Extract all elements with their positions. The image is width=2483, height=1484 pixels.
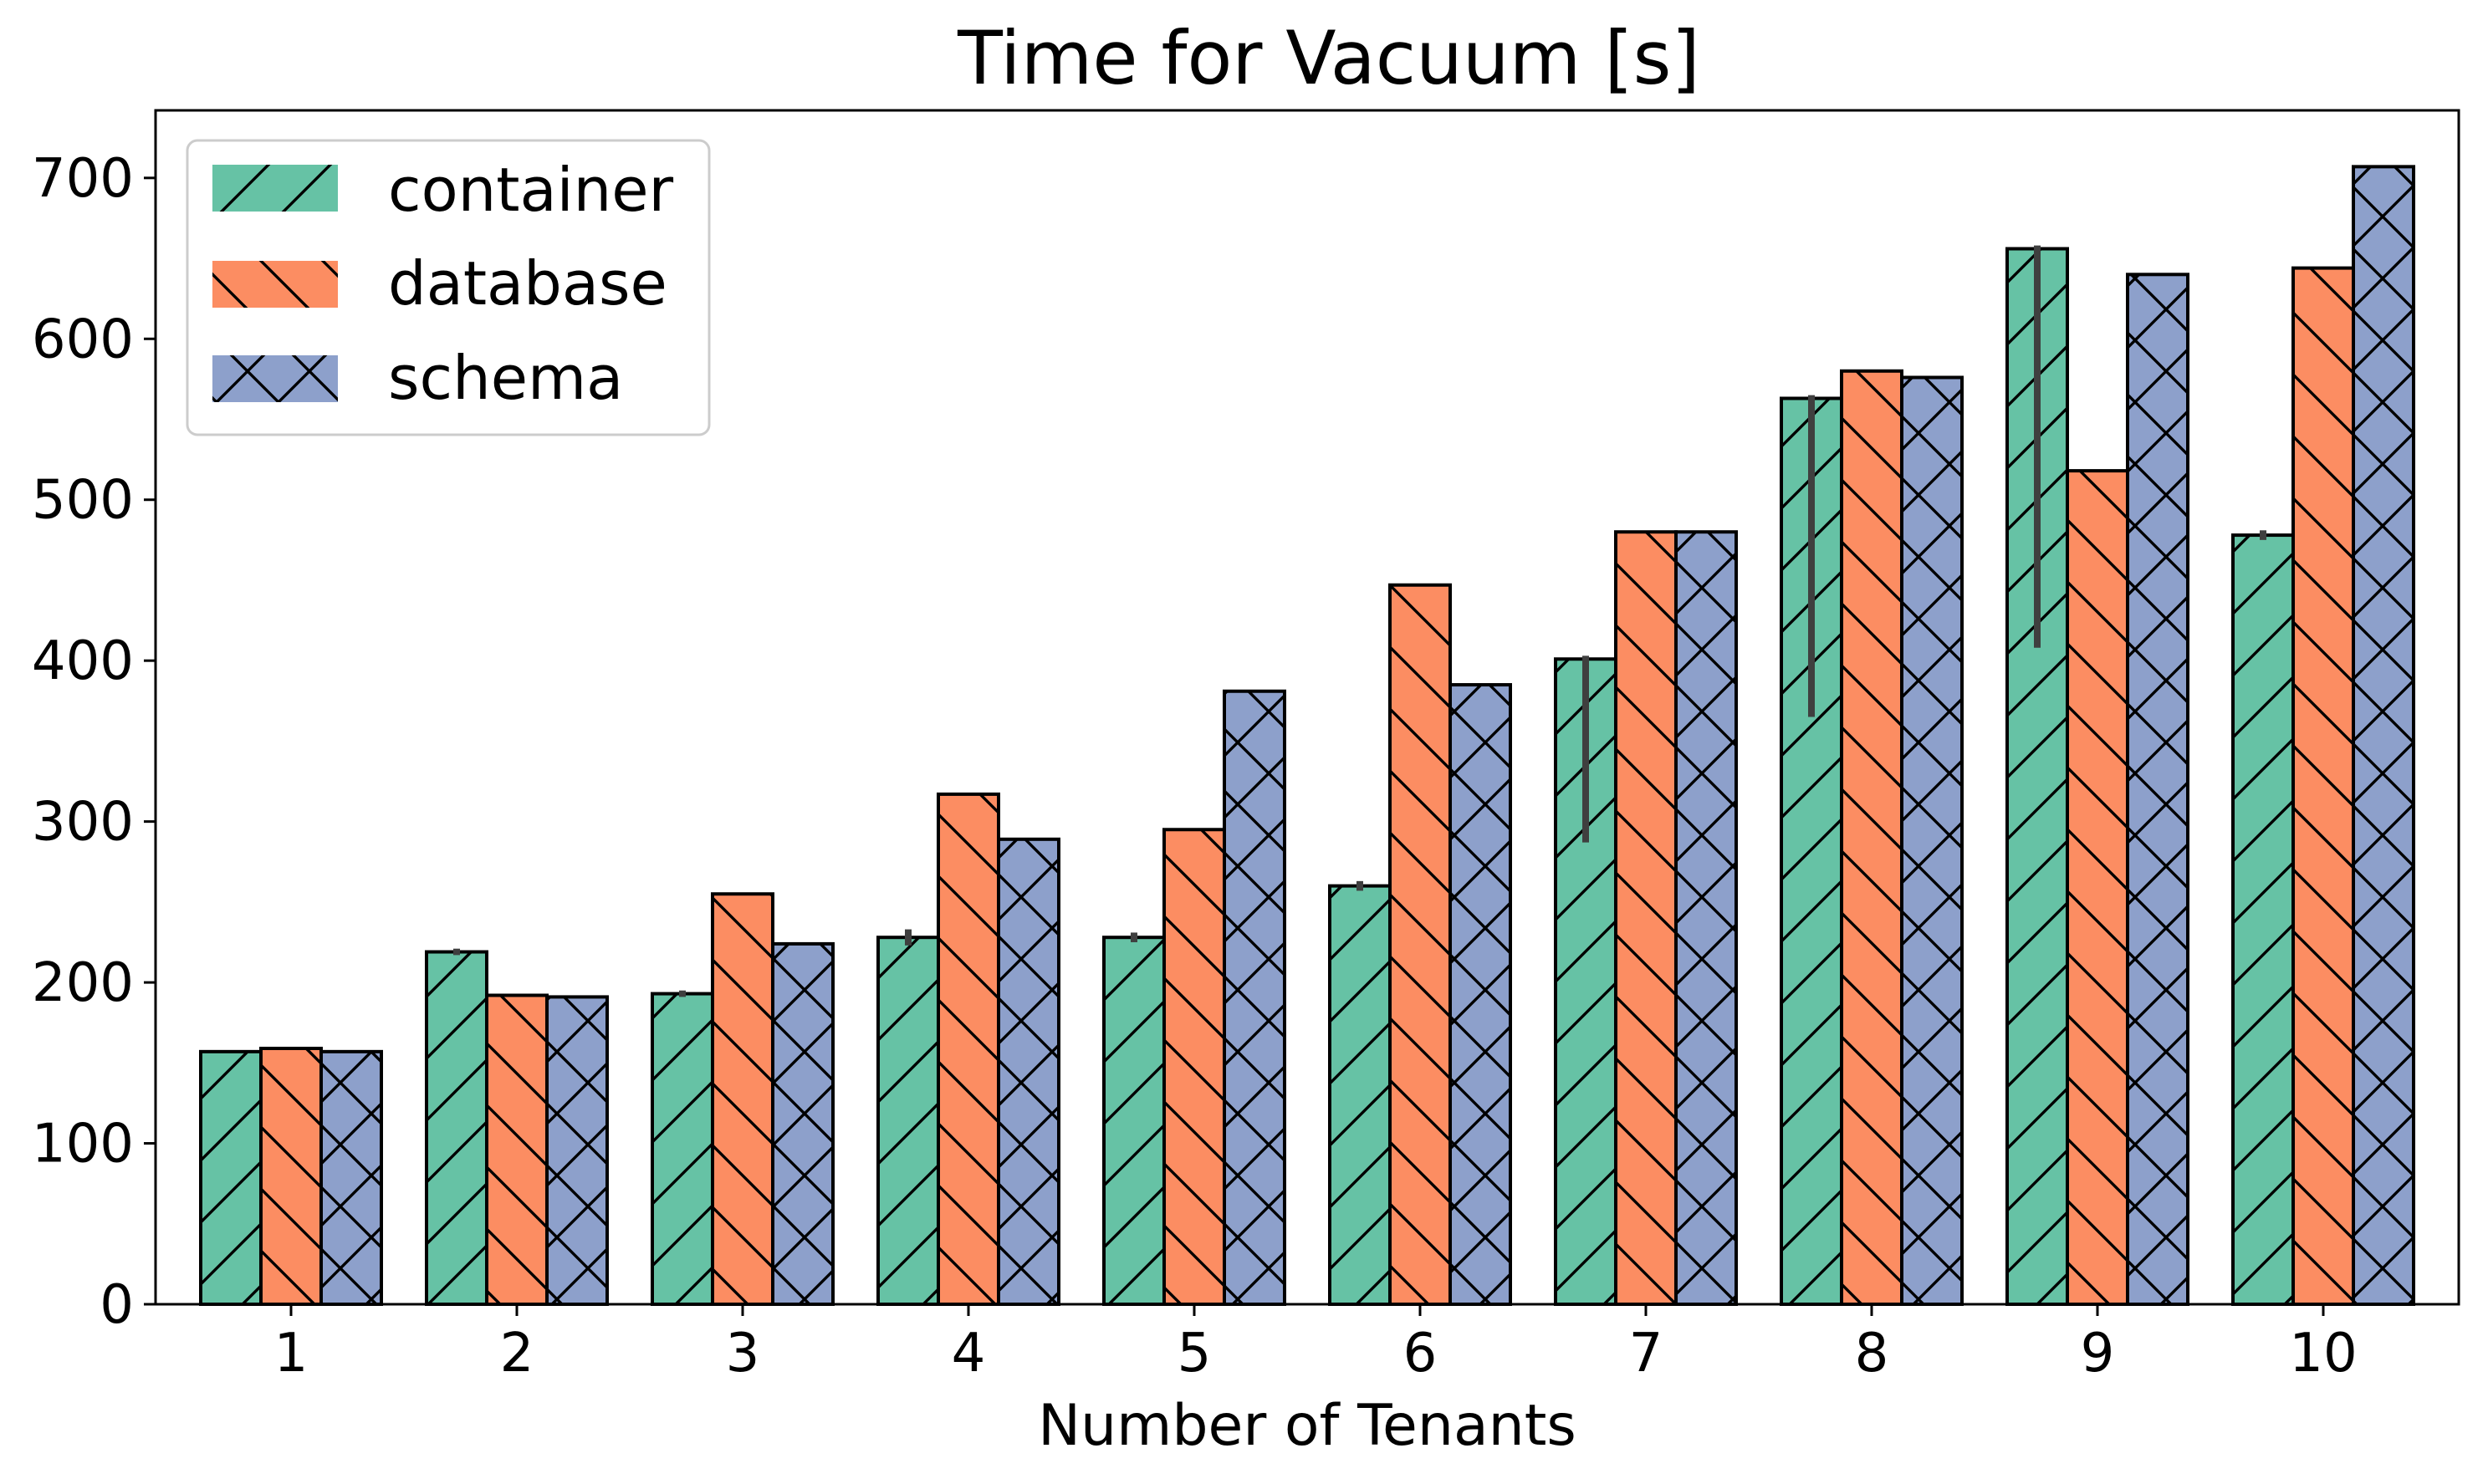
x-tick-label-7: 7	[1629, 1323, 1663, 1385]
bar-database-6	[1388, 583, 1452, 1306]
bar-schema-10	[2352, 165, 2415, 1306]
bar-container-4	[876, 936, 940, 1306]
error-bars-group	[453, 245, 2266, 997]
bar-container-5	[1102, 936, 1166, 1306]
bar-schema-2	[545, 995, 609, 1306]
bar-schema-8	[1900, 375, 1964, 1307]
bars-group	[199, 165, 2415, 1307]
legend-label-container: container	[388, 155, 674, 225]
y-tick-label-500: 500	[32, 470, 134, 532]
x-tick-label-2: 2	[500, 1323, 534, 1385]
y-axis: 0 100 200 300 400 500 600 700	[32, 148, 156, 1336]
x-tick-label-5: 5	[1178, 1323, 1212, 1385]
bar-database-7	[1614, 530, 1678, 1306]
x-axis-label: Number of Tenants	[1038, 1393, 1576, 1459]
legend-label-database: database	[388, 248, 667, 319]
bar-database-2	[485, 993, 549, 1307]
bar-database-8	[1840, 369, 1903, 1307]
y-tick-label-0: 0	[100, 1274, 134, 1336]
bar-container-6	[1328, 884, 1392, 1307]
y-tick-label-400: 400	[32, 630, 134, 692]
x-tick-label-3: 3	[726, 1323, 760, 1385]
x-tick-label-10: 10	[2289, 1323, 2357, 1385]
bar-container-1	[199, 1049, 263, 1306]
chart-title: Time for Vacuum [s]	[957, 15, 1700, 101]
x-tick-label-9: 9	[2081, 1323, 2115, 1385]
bar-database-1	[259, 1047, 323, 1306]
y-tick-label-300: 300	[32, 792, 134, 854]
bar-container-3	[651, 992, 714, 1306]
bar-schema-9	[2126, 273, 2189, 1306]
plot-frame	[154, 109, 2460, 1306]
bar-database-3	[711, 892, 774, 1306]
y-tick-label-700: 700	[32, 148, 134, 210]
bar-database-5	[1162, 828, 1226, 1306]
bar-schema-3	[771, 941, 835, 1306]
legend-swatch-schema	[212, 355, 338, 402]
bar-container-2	[425, 950, 488, 1307]
x-tick-label-8: 8	[1855, 1323, 1889, 1385]
x-tick-label-6: 6	[1403, 1323, 1438, 1385]
y-tick-label-200: 200	[32, 952, 134, 1014]
bar-database-4	[937, 792, 1000, 1306]
x-tick-label-1: 1	[274, 1323, 309, 1385]
bar-database-9	[2066, 469, 2129, 1306]
legend-label-schema: schema	[388, 343, 623, 413]
y-tick-label-100: 100	[32, 1114, 134, 1175]
bar-schema-6	[1448, 683, 1512, 1306]
y-tick-label-600: 600	[32, 309, 134, 370]
bar-container-10	[2231, 533, 2295, 1306]
legend: container database schema	[186, 139, 711, 436]
bar-schema-4	[997, 837, 1060, 1306]
bar-schema-7	[1674, 530, 1738, 1306]
x-axis: 1 2 3 4 5 6 7 8 9 10	[274, 1304, 2358, 1385]
bar-database-10	[2291, 266, 2355, 1306]
bar-schema-1	[319, 1049, 383, 1306]
bar-schema-5	[1223, 689, 1286, 1306]
legend-swatch-database	[212, 261, 338, 308]
x-tick-label-4: 4	[952, 1323, 986, 1385]
legend-swatch-container	[212, 165, 338, 212]
